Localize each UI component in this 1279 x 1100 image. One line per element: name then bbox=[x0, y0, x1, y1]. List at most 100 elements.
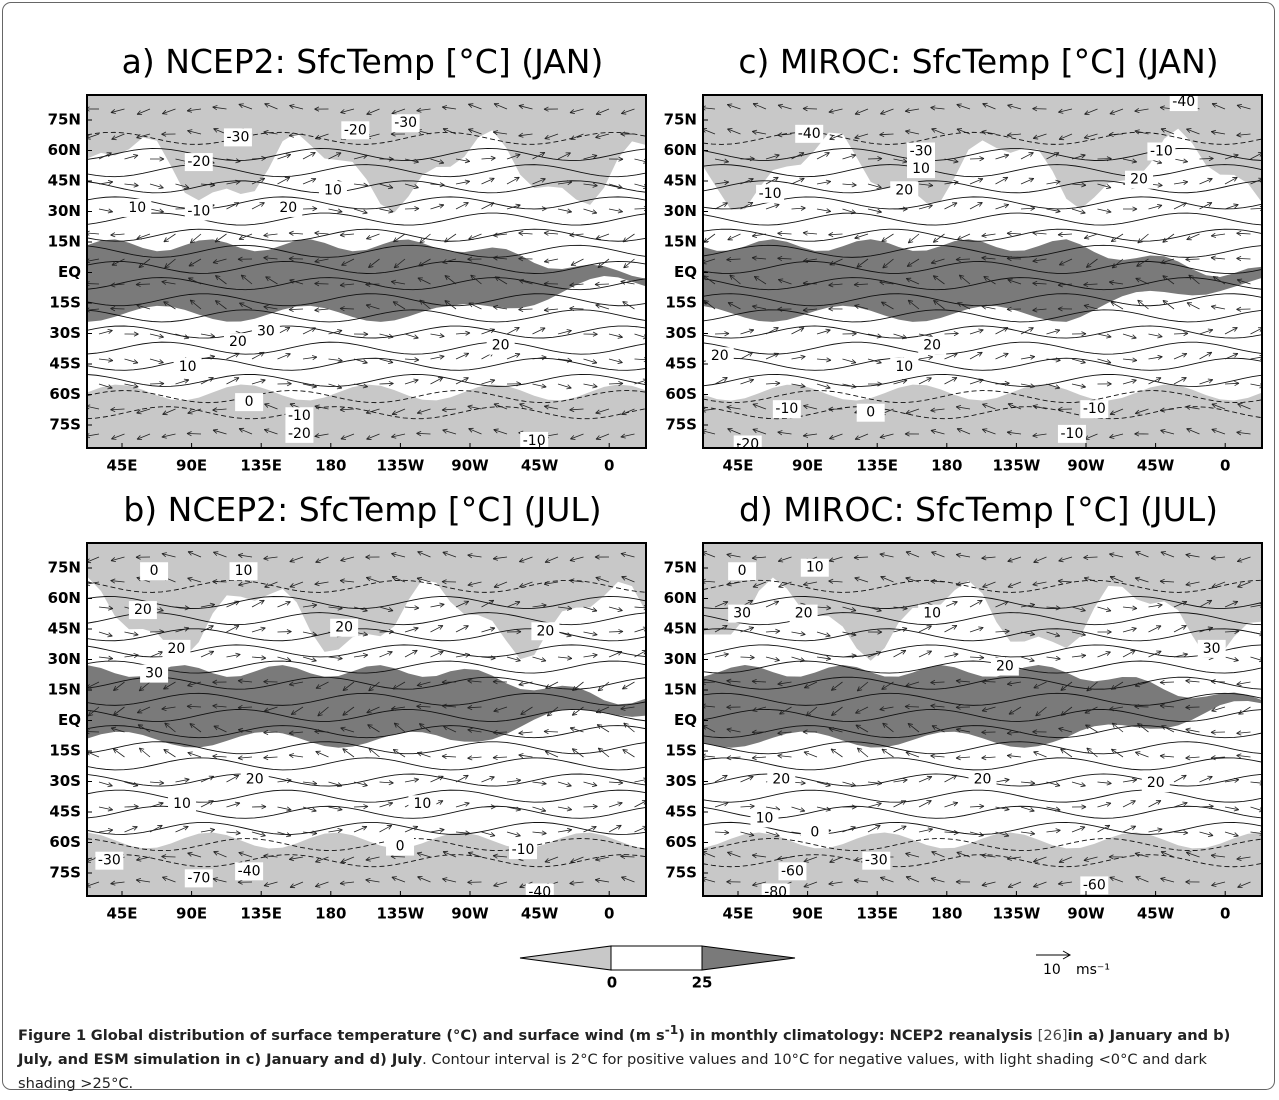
lat-label: 60N bbox=[664, 589, 697, 607]
contour-label: -70 bbox=[187, 870, 210, 886]
lon-label: 90W bbox=[451, 457, 489, 475]
contour-label: 20 bbox=[795, 606, 813, 622]
lat-label: 15N bbox=[664, 233, 697, 251]
wind-vector bbox=[366, 284, 380, 285]
lat-label: EQ bbox=[674, 711, 697, 729]
caption-ref: [26] bbox=[1038, 1027, 1068, 1044]
contour-label: 20 bbox=[246, 772, 264, 788]
lon-label: 90W bbox=[451, 905, 489, 923]
lat-label: 15N bbox=[48, 233, 81, 251]
contour-label: 30 bbox=[145, 666, 163, 682]
lat-label: 75S bbox=[665, 416, 697, 434]
contour-label: 30 bbox=[733, 606, 751, 622]
lat-label: 45S bbox=[49, 355, 81, 373]
lat-label: 60S bbox=[49, 385, 81, 403]
lat-label: 60S bbox=[665, 833, 697, 851]
lat-label: 30S bbox=[49, 324, 81, 342]
lon-label: 45W bbox=[1137, 905, 1175, 923]
contour-label: 10 bbox=[179, 359, 197, 375]
contour-label: -20 bbox=[736, 436, 759, 452]
contour-label: 20 bbox=[279, 200, 297, 216]
contour-label: 0 bbox=[738, 563, 747, 579]
caption: Figure 1 Global distribution of surface … bbox=[18, 1018, 1268, 1096]
lat-label: 60S bbox=[665, 385, 697, 403]
contour-label: -10 bbox=[187, 203, 210, 219]
contour-label: -40 bbox=[1172, 94, 1195, 110]
contour-label: 10 bbox=[923, 606, 941, 622]
wind-vector-head bbox=[239, 104, 244, 105]
contour-label: 10 bbox=[756, 810, 774, 826]
lat-label: 45S bbox=[665, 355, 697, 373]
contour-label: -20 bbox=[288, 426, 311, 442]
lat-label: 30N bbox=[664, 650, 697, 668]
wind-vector bbox=[1160, 682, 1174, 683]
wind-vector-head bbox=[623, 302, 628, 303]
contour-label: -10 bbox=[512, 842, 535, 858]
contour-label: -10 bbox=[759, 186, 782, 202]
lat-label: 60N bbox=[664, 141, 697, 159]
wind-scale-unit: ms⁻¹ bbox=[1076, 962, 1110, 978]
lat-label: 60S bbox=[49, 833, 81, 851]
wind-vector bbox=[315, 731, 329, 732]
contour-label: -10 bbox=[523, 433, 546, 449]
wind-vector-head bbox=[727, 852, 732, 853]
contour-label: 0 bbox=[150, 563, 159, 579]
lon-label: 45W bbox=[1137, 457, 1175, 475]
lat-label: 45N bbox=[664, 172, 697, 190]
caption-bold: ) in monthly climatology: NCEP2 reanalys… bbox=[678, 1027, 1037, 1044]
wind-vector-head bbox=[596, 577, 601, 578]
contour-label: 10 bbox=[895, 359, 913, 375]
wind-scale-value: 10 bbox=[1043, 962, 1061, 978]
contour-label: 20 bbox=[335, 620, 353, 636]
lat-label: EQ bbox=[674, 263, 697, 281]
wind-vector-head bbox=[368, 725, 373, 726]
colorbar-low bbox=[520, 946, 611, 970]
map: 0103020102020302020100-60-30-80-60 bbox=[701, 543, 1264, 901]
wind-vector-head bbox=[880, 877, 885, 878]
lat-label: 45N bbox=[664, 620, 697, 638]
contour-label: -10 bbox=[1150, 143, 1173, 159]
lon-label: 90E bbox=[792, 905, 823, 923]
contour-label: 20 bbox=[492, 338, 510, 354]
contour-label: -30 bbox=[226, 129, 249, 145]
lat-label: 75S bbox=[49, 416, 81, 434]
contour-label: -20 bbox=[187, 154, 210, 170]
wind-vector-head bbox=[957, 852, 962, 853]
contour-label: 20 bbox=[923, 338, 941, 354]
colorbar-label: 0 bbox=[607, 974, 617, 992]
lon-label: 0 bbox=[604, 905, 614, 923]
lon-label: 180 bbox=[315, 905, 346, 923]
lat-label: 15N bbox=[48, 681, 81, 699]
lat-label: 75S bbox=[49, 864, 81, 882]
lon-label: 135E bbox=[240, 457, 282, 475]
caption-sup: -1 bbox=[665, 1023, 679, 1037]
contour-label: 0 bbox=[866, 405, 875, 421]
colorbar-high bbox=[702, 946, 795, 970]
wind-vector-head bbox=[982, 429, 987, 430]
lon-label: 45W bbox=[521, 457, 559, 475]
lon-label: 45E bbox=[722, 457, 753, 475]
contour-label: 10 bbox=[173, 796, 191, 812]
lon-label: 45E bbox=[106, 457, 137, 475]
lat-label: EQ bbox=[58, 711, 81, 729]
lat-label: 45N bbox=[48, 172, 81, 190]
map: -30-20-20102010-10302010200-10-20-10-30 bbox=[85, 95, 648, 450]
map: -40-40-30-10102020201020-10-100-10-20-10 bbox=[701, 93, 1264, 453]
contour-label: 10 bbox=[324, 182, 342, 198]
contour-label: 20 bbox=[229, 334, 247, 350]
map: 01020203020201020100-30-70-40-10-40 bbox=[85, 543, 648, 901]
lon-label: 135W bbox=[376, 457, 424, 475]
contour-label: -10 bbox=[1083, 401, 1106, 417]
contour-label: 20 bbox=[134, 602, 152, 618]
contour-label: 10 bbox=[235, 563, 253, 579]
lat-label: 30S bbox=[665, 324, 697, 342]
wind-vector-head bbox=[597, 725, 602, 726]
lon-label: 45E bbox=[722, 905, 753, 923]
lat-label: 60N bbox=[48, 141, 81, 159]
lon-label: 180 bbox=[931, 457, 962, 475]
wind-vector-head bbox=[290, 562, 295, 563]
lat-label: 75N bbox=[48, 111, 81, 129]
wind-vector-head bbox=[137, 239, 142, 240]
wind-vector-head bbox=[519, 562, 524, 563]
wind-vector bbox=[1186, 259, 1200, 260]
